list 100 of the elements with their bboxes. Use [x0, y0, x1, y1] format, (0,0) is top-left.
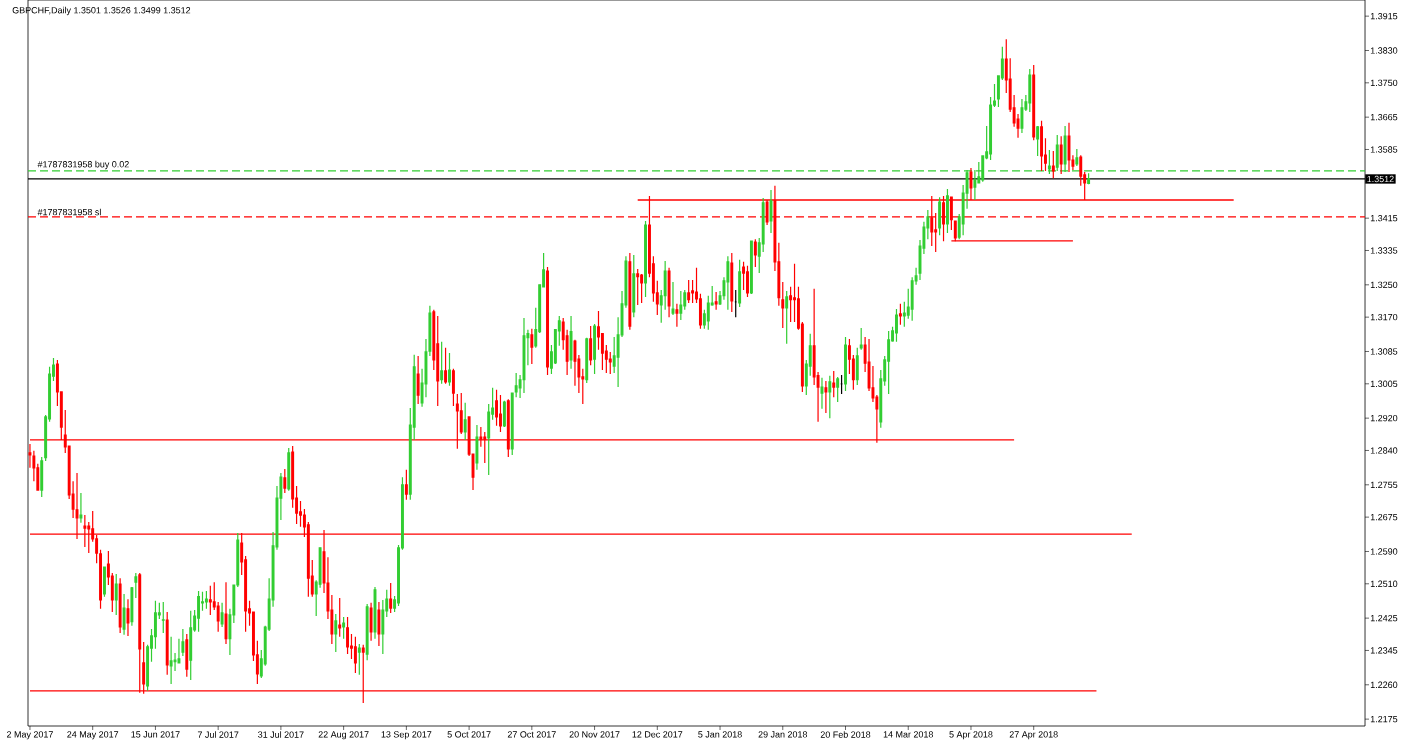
candlestick [1067, 122, 1071, 173]
candlestick [204, 590, 208, 610]
y-tick-label: 1.2675 [1370, 513, 1398, 521]
x-tick-label: 27 Apr 2018 [1009, 731, 1058, 740]
candlestick [522, 317, 526, 394]
candlestick [185, 633, 189, 678]
candlestick [632, 254, 636, 318]
candlestick [475, 424, 479, 471]
y-tick-label: 1.2755 [1370, 481, 1398, 488]
candlestick [1036, 125, 1040, 157]
candlestick [1028, 68, 1032, 113]
y-tick-label: 1.3750 [1370, 79, 1398, 86]
candlestick [895, 308, 898, 343]
candlestick [569, 315, 573, 370]
y-tick-label: 1.3250 [1370, 281, 1398, 288]
x-tick-label: 13 Sep 2017 [381, 731, 432, 740]
y-tick-label: 1.3415 [1370, 214, 1398, 222]
y-tick-label: 1.3005 [1370, 380, 1398, 387]
candlestick [824, 380, 828, 414]
x-tick-label: 31 Jul 2017 [258, 731, 304, 738]
candlestick [342, 616, 346, 640]
candlestick [220, 602, 224, 628]
y-tick-label: 1.3335 [1370, 247, 1398, 254]
candlestick [887, 330, 891, 395]
candlestick [828, 375, 832, 419]
candlestick [208, 585, 212, 616]
candlestick [118, 577, 122, 634]
candlestick [859, 327, 863, 351]
candlestick [738, 259, 742, 308]
candlestick [169, 636, 173, 685]
x-tick-label: 27 Oct 2017 [507, 731, 556, 738]
candlestick [714, 291, 718, 311]
x-tick-label: 20 Feb 2018 [820, 731, 871, 738]
y-tick-label: 1.3915 [1370, 12, 1398, 20]
candlestick [440, 341, 444, 385]
ref-line-label: 1.3512 [1367, 175, 1394, 183]
candlestick [734, 289, 738, 318]
candlestick [628, 252, 632, 331]
candlestick [40, 456, 44, 498]
y-tick-label: 1.3585 [1370, 146, 1398, 153]
candlestick [338, 597, 342, 638]
ref-line-label: #1787831958 sl [37, 208, 101, 216]
y-tick-label: 1.2260 [1370, 681, 1398, 688]
candlestick [451, 368, 455, 407]
candlestick [840, 374, 844, 395]
candlestick [644, 220, 647, 298]
x-tick-label: 2 May 2017 [6, 731, 53, 740]
candlestick [499, 394, 502, 433]
x-tick-label: 5 Jan 2018 [698, 731, 742, 738]
candlestick [404, 469, 408, 501]
candlestick [189, 610, 193, 681]
x-tick-label: 5 Oct 2017 [447, 731, 491, 738]
candlestick [444, 347, 448, 385]
candlestick [1059, 135, 1063, 175]
candlestick [687, 279, 691, 304]
candlestick [353, 636, 357, 674]
candlestick [832, 370, 836, 398]
ref-line-label: #1787831958 buy 0.02 [37, 160, 129, 170]
candlestick [679, 290, 683, 321]
candlestick [836, 376, 840, 403]
candlestick [1075, 148, 1079, 167]
x-tick-label: 5 Apr 2018 [949, 731, 993, 740]
candlestick [675, 303, 679, 328]
candlestick [844, 336, 847, 392]
candlestick [785, 290, 789, 345]
candlestick [346, 616, 350, 655]
y-tick-label: 1.2590 [1370, 548, 1398, 555]
candlestick [283, 468, 287, 494]
candlestick [855, 347, 859, 386]
candlestick [1040, 120, 1044, 172]
y-tick-label: 1.2920 [1370, 414, 1398, 422]
y-tick-label: 1.2510 [1370, 580, 1398, 587]
y-tick-label: 1.3085 [1370, 348, 1398, 355]
candlestick [161, 601, 165, 634]
y-tick-label: 1.2425 [1370, 614, 1398, 622]
x-tick-label: 20 Nov 2017 [569, 731, 620, 738]
candlestick [197, 590, 201, 633]
candlestick [593, 323, 597, 375]
candlestick [463, 402, 467, 441]
y-tick-label: 1.3830 [1370, 47, 1398, 54]
candlestick [165, 611, 169, 676]
candlestick [530, 328, 534, 365]
candlestick [938, 196, 942, 236]
x-tick-label: 7 Jul 2017 [197, 731, 239, 738]
candlestick [820, 377, 824, 410]
candlestick [636, 268, 640, 306]
x-tick-label: 14 Mar 2018 [883, 731, 933, 738]
candlestick [448, 352, 451, 387]
candlestick [134, 572, 138, 599]
candlestick [369, 602, 373, 642]
y-tick-label: 1.2345 [1370, 647, 1398, 654]
x-tick-label: 29 Jan 2018 [758, 731, 808, 738]
candlestick [671, 281, 675, 316]
candlestick [79, 492, 83, 524]
candlestick [126, 598, 130, 637]
candlestick [377, 601, 381, 647]
candlestick [130, 586, 134, 627]
candlestick [746, 265, 749, 298]
x-tick-label: 15 Jun 2017 [131, 731, 180, 738]
candlestick [769, 189, 773, 234]
